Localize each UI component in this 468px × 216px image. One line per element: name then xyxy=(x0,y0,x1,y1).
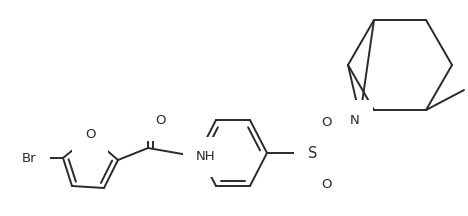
Text: O: O xyxy=(321,116,331,129)
Text: N: N xyxy=(350,113,360,127)
Text: Br: Br xyxy=(22,151,37,165)
Text: S: S xyxy=(308,146,318,160)
Text: O: O xyxy=(156,114,166,127)
Text: O: O xyxy=(85,127,95,140)
Text: O: O xyxy=(321,178,331,191)
Text: NH: NH xyxy=(196,151,216,164)
